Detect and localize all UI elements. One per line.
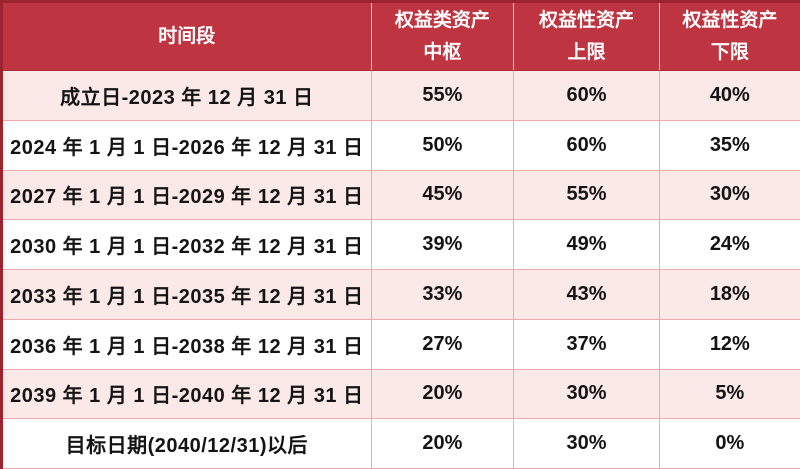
header-cell-equity-lower: 权益性资产 下限 (660, 3, 800, 70)
center-value-cell: 55% (371, 71, 515, 121)
center-value-cell: 20% (371, 369, 515, 420)
upper-value-cell: 49% (514, 220, 660, 270)
table-row: 2039 年 1 月 1 日-2040 年 12 月 31 日 20% 30% … (3, 369, 800, 420)
header-label-equity-lower-line2: 下限 (710, 42, 749, 63)
table-row: 2036 年 1 月 1 日-2038 年 12 月 31 日 27% 37% … (3, 319, 800, 370)
header-label-equity-center-line1: 权益类资产 (394, 10, 490, 31)
header-cell-equity-center: 权益类资产 中枢 (372, 3, 515, 70)
table-row: 2030 年 1 月 1 日-2032 年 12 月 31 日 39% 49% … (3, 220, 800, 270)
lower-value-cell: 24% (659, 220, 800, 270)
center-value-cell: 27% (371, 319, 515, 370)
lower-value-cell: 35% (659, 120, 800, 171)
period-cell: 2033 年 1 月 1 日-2035 年 12 月 31 日 (3, 270, 372, 320)
center-value-cell: 45% (371, 170, 515, 221)
period-cell: 2024 年 1 月 1 日-2026 年 12 月 31 日 (3, 120, 372, 171)
table-row: 目标日期(2040/12/31)以后 20% 30% 0% (3, 419, 800, 469)
center-value-cell: 33% (371, 270, 515, 320)
table-header-row: 时间段 权益类资产 中枢 权益性资产 上限 权益性资产 下限 (3, 3, 800, 71)
lower-value-cell: 30% (659, 170, 800, 221)
header-label-equity-lower-line1: 权益性资产 (682, 10, 778, 31)
header-label-equity-upper-line2: 上限 (567, 42, 606, 63)
table-row: 2027 年 1 月 1 日-2029 年 12 月 31 日 45% 55% … (3, 170, 800, 221)
period-cell: 目标日期(2040/12/31)以后 (3, 419, 372, 469)
upper-value-cell: 43% (514, 270, 660, 320)
table-row: 2024 年 1 月 1 日-2026 年 12 月 31 日 50% 60% … (3, 120, 800, 171)
upper-value-cell: 30% (514, 369, 660, 420)
period-cell: 2027 年 1 月 1 日-2029 年 12 月 31 日 (3, 170, 372, 221)
lower-value-cell: 0% (659, 419, 800, 469)
lower-value-cell: 18% (659, 270, 800, 320)
center-value-cell: 20% (371, 419, 515, 469)
period-cell: 2036 年 1 月 1 日-2038 年 12 月 31 日 (3, 319, 372, 370)
upper-value-cell: 30% (514, 419, 660, 469)
header-cell-time-period: 时间段 (3, 3, 372, 70)
upper-value-cell: 55% (514, 170, 660, 221)
period-cell: 2039 年 1 月 1 日-2040 年 12 月 31 日 (3, 369, 372, 420)
lower-value-cell: 40% (659, 71, 800, 121)
center-value-cell: 39% (371, 220, 515, 270)
lower-value-cell: 12% (659, 319, 800, 370)
table-row: 2033 年 1 月 1 日-2035 年 12 月 31 日 33% 43% … (3, 270, 800, 320)
header-label-time-period: 时间段 (158, 26, 216, 47)
lower-value-cell: 5% (659, 369, 800, 420)
upper-value-cell: 60% (514, 120, 660, 171)
header-cell-equity-upper: 权益性资产 上限 (514, 3, 660, 70)
table-row: 成立日-2023 年 12 月 31 日 55% 60% 40% (3, 71, 800, 121)
header-label-equity-center-line2: 中枢 (423, 42, 462, 63)
center-value-cell: 50% (371, 120, 515, 171)
upper-value-cell: 37% (514, 319, 660, 370)
upper-value-cell: 60% (514, 71, 660, 121)
period-cell: 2030 年 1 月 1 日-2032 年 12 月 31 日 (3, 220, 372, 270)
period-cell: 成立日-2023 年 12 月 31 日 (3, 71, 372, 121)
header-label-equity-upper-line1: 权益性资产 (538, 10, 634, 31)
